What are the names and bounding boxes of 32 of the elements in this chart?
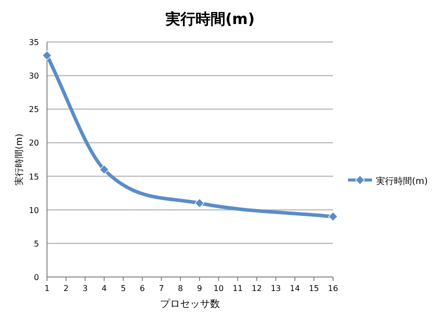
x-tick-label: 16	[328, 284, 338, 293]
y-tick-label: 5	[34, 239, 39, 248]
legend-label: 実行時間(m)	[376, 176, 428, 187]
point	[99, 164, 109, 174]
y-tick-label: 10	[28, 206, 39, 215]
point	[194, 198, 204, 208]
x-tick-label: 2	[64, 284, 69, 293]
y-tick-label: 25	[28, 105, 39, 114]
y-tick-label: 30	[28, 72, 39, 81]
x-tick-label: 12	[252, 284, 262, 293]
y-axis-title: 実行時間(m)	[14, 134, 25, 186]
x-tick-label: 7	[158, 284, 164, 293]
x-tick-label: 10	[214, 284, 224, 293]
y-tick-label: 35	[28, 38, 39, 47]
point	[328, 212, 338, 222]
x-tick-label: 8	[178, 284, 184, 293]
x-tick-label: 11	[232, 284, 243, 293]
y-tick-label: 20	[28, 138, 39, 148]
x-tick-label: 14	[290, 284, 300, 293]
chart-title: 実行時間(m)	[164, 10, 255, 28]
x-tick-label: 15	[308, 284, 320, 293]
x-tick-label: 1	[44, 284, 50, 293]
x-tick-label: 13	[270, 284, 281, 293]
x-tick-label: 5	[120, 284, 126, 293]
x-tick-label: 6	[140, 284, 145, 293]
y-tick-label: 0	[34, 273, 39, 282]
x-tick-label: 3	[82, 284, 88, 293]
x-tick-label: 9	[196, 284, 202, 293]
x-tick-label: 4	[102, 284, 107, 293]
y-tick-label: 15	[28, 172, 39, 182]
point	[42, 50, 52, 60]
x-axis-title: プロセッサ数	[160, 298, 220, 310]
